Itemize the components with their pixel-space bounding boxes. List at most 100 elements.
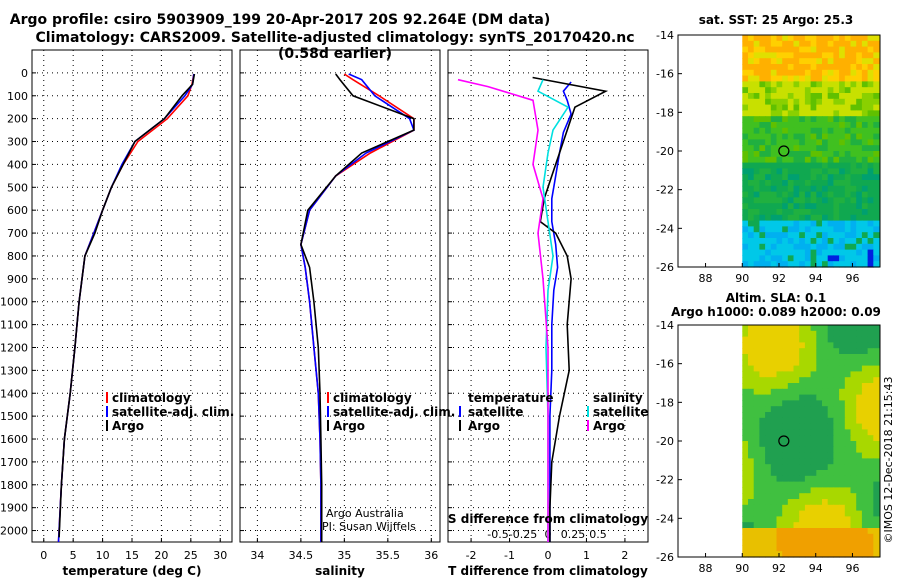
- map-cell: [787, 209, 795, 216]
- map-cell: [804, 249, 812, 256]
- map-cell: [753, 180, 760, 187]
- map-cell: [822, 162, 829, 169]
- map-cell: [770, 435, 778, 442]
- map-cell: [804, 504, 812, 512]
- map-cell: [867, 383, 874, 390]
- map-cell: [839, 336, 846, 343]
- map-cell: [793, 249, 800, 256]
- map-cell: [799, 58, 806, 65]
- map-cell: [822, 359, 829, 367]
- map-cell: [856, 452, 863, 459]
- salinity-x-axis: 34 34.5 35 35.5 36: [250, 549, 438, 562]
- map-cell: [748, 127, 755, 135]
- map-cell: [770, 330, 778, 338]
- map-cell: [804, 46, 812, 53]
- map-cell: [839, 168, 846, 175]
- map-cell: [742, 93, 749, 100]
- map-cell: [804, 185, 812, 193]
- map-cell: [799, 452, 806, 459]
- map-cell: [816, 371, 823, 378]
- map-cell: [776, 122, 783, 129]
- map-cell: [822, 539, 829, 546]
- map-cell: [822, 110, 829, 117]
- map-cell: [861, 46, 869, 53]
- map-cell: [850, 388, 857, 396]
- map-cell: [742, 156, 749, 164]
- map-cell: [793, 93, 800, 100]
- map-cell: [822, 214, 829, 222]
- map-cell: [822, 220, 829, 227]
- map-cell: [742, 464, 749, 471]
- map-cell: [861, 342, 869, 349]
- map-cell: [770, 104, 778, 111]
- map-cell: [793, 423, 800, 430]
- map-cell: [873, 533, 880, 541]
- map-cell: [759, 504, 766, 512]
- map-cell: [810, 330, 817, 338]
- map-cell: [787, 551, 795, 558]
- map-cell: [873, 139, 880, 146]
- map-cell: [742, 475, 749, 483]
- map-cell: [822, 197, 829, 204]
- map-cell: [804, 429, 812, 436]
- map-cell: [753, 487, 760, 494]
- map-cell: [759, 493, 766, 500]
- map-cell: [856, 203, 863, 210]
- map-cell: [759, 510, 766, 517]
- map-lon-label: 90: [735, 562, 749, 575]
- map-cell: [782, 168, 789, 175]
- map-cell: [742, 359, 749, 367]
- map-cell: [827, 377, 834, 384]
- map-cell: [748, 464, 755, 471]
- map-cell: [748, 528, 755, 535]
- map-cell: [822, 435, 829, 442]
- map-cell: [748, 185, 755, 193]
- map-cell: [748, 232, 755, 239]
- map-cell: [770, 197, 778, 204]
- map-cell: [850, 185, 857, 193]
- map-cell: [867, 52, 874, 59]
- map-cell: [799, 75, 806, 82]
- map-cell: [861, 458, 869, 465]
- map-cell: [753, 365, 760, 372]
- map-lat-label: -16: [656, 358, 674, 371]
- map-cell: [793, 185, 800, 193]
- map-cell: [873, 191, 880, 198]
- map-cell: [776, 388, 783, 396]
- map-cell: [748, 400, 755, 407]
- map-cell: [776, 504, 783, 512]
- map-cell: [861, 516, 869, 523]
- argo-position-marker: [778, 435, 790, 447]
- map-cell: [759, 87, 766, 94]
- map-cell: [753, 493, 760, 500]
- map-cell: [867, 35, 874, 42]
- map-cell: [816, 174, 823, 181]
- map-lat-label: -16: [656, 68, 674, 81]
- map-cell: [753, 151, 760, 158]
- map-cell: [799, 400, 806, 407]
- map-cell: [810, 151, 817, 158]
- map-cell: [861, 104, 869, 111]
- map-cell: [782, 406, 789, 413]
- map-cell: [776, 412, 783, 419]
- map-cell: [867, 493, 874, 500]
- map-cell: [804, 93, 812, 100]
- map-cell: [850, 145, 857, 152]
- map-lon-label: 88: [699, 272, 713, 285]
- map-cell: [850, 516, 857, 523]
- map-cell: [765, 348, 772, 355]
- map-cell: [816, 487, 823, 494]
- map-cell: [748, 133, 755, 140]
- map-cell: [748, 261, 755, 268]
- map-cell: [822, 458, 829, 465]
- map-cell: [793, 510, 800, 517]
- map-cell: [748, 435, 755, 442]
- map-cell: [867, 127, 874, 135]
- map-cell: [776, 336, 783, 343]
- map-cell: [748, 40, 755, 48]
- map-cell: [861, 394, 869, 401]
- map-cell: [787, 354, 795, 361]
- map-cell: [827, 446, 834, 454]
- map-cell: [793, 417, 800, 425]
- map-cell: [799, 214, 806, 222]
